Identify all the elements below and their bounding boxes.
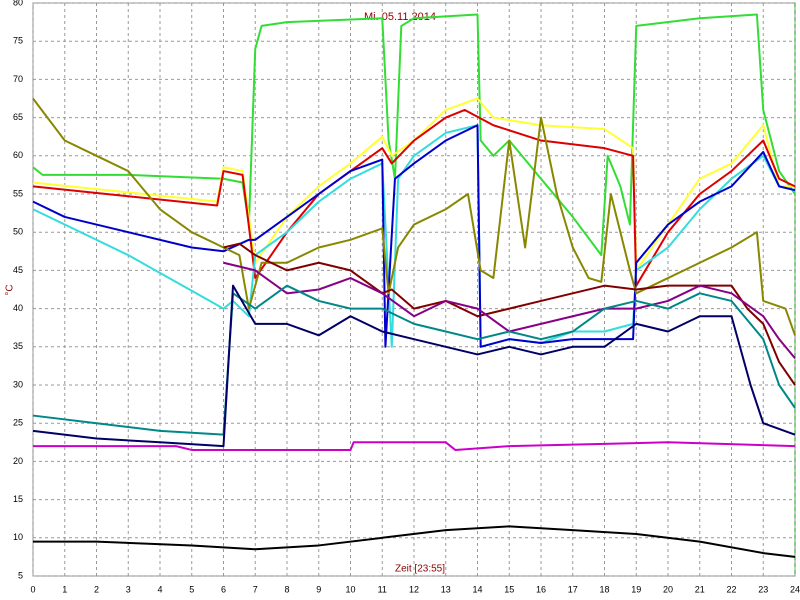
y-tick-label: 50: [13, 227, 23, 237]
x-tick-label: 14: [472, 584, 482, 594]
line-series: [33, 441, 796, 451]
line-series: [223, 242, 796, 386]
y-tick-label: 30: [13, 379, 23, 389]
x-tick-label: 15: [504, 584, 514, 594]
y-tick-label: 20: [13, 456, 23, 466]
line-series: [33, 525, 796, 558]
y-tick-label: 45: [13, 265, 23, 275]
x-tick-label: 1: [62, 584, 67, 594]
x-tick-label: 7: [253, 584, 258, 594]
y-tick-label: 55: [13, 188, 23, 198]
x-tick-label: 18: [599, 584, 609, 594]
x-tick-label: 0: [30, 584, 35, 594]
x-axis-label: Zeit [23:55]: [395, 564, 445, 575]
x-tick-label: 24: [790, 584, 800, 594]
y-tick-label: 35: [13, 341, 23, 351]
x-tick-label: 23: [758, 584, 768, 594]
y-tick-label: 65: [13, 112, 23, 122]
y-axis-label: °C: [5, 284, 16, 295]
x-tick-label: 2: [94, 584, 99, 594]
x-tick-label: 3: [126, 584, 131, 594]
x-tick-label: 9: [316, 584, 321, 594]
y-tick-label: 70: [13, 74, 23, 84]
x-tick-label: 6: [221, 584, 226, 594]
line-series: [32, 284, 796, 448]
y-tick-label: 15: [13, 494, 23, 504]
x-tick-label: 20: [663, 584, 673, 594]
y-tick-label: 80: [13, 0, 23, 7]
x-tick-label: 12: [409, 584, 419, 594]
y-tick-label: 10: [13, 532, 23, 542]
line-series: [32, 108, 796, 287]
x-tick-label: 8: [284, 584, 289, 594]
x-tick-label: 19: [631, 584, 641, 594]
y-tick-label: 40: [13, 303, 23, 313]
y-tick-label: 25: [13, 418, 23, 428]
x-tick-label: 11: [378, 584, 387, 594]
y-tick-label: 60: [13, 150, 23, 160]
line-series: [32, 97, 795, 272]
x-tick-label: 5: [189, 584, 194, 594]
y-tick-label: 5: [18, 570, 23, 580]
x-tick-label: 4: [157, 584, 162, 594]
line-series: [32, 124, 796, 348]
x-tick-label: 16: [536, 584, 546, 594]
line-series: [32, 97, 796, 336]
line-series: [223, 261, 796, 359]
x-tick-label: 21: [695, 584, 705, 594]
x-tick-label: 22: [726, 584, 736, 594]
y-tick-label: 75: [13, 36, 23, 46]
x-tick-label: 13: [441, 584, 451, 594]
x-tick-label: 10: [345, 584, 355, 594]
x-tick-label: 17: [568, 584, 578, 594]
